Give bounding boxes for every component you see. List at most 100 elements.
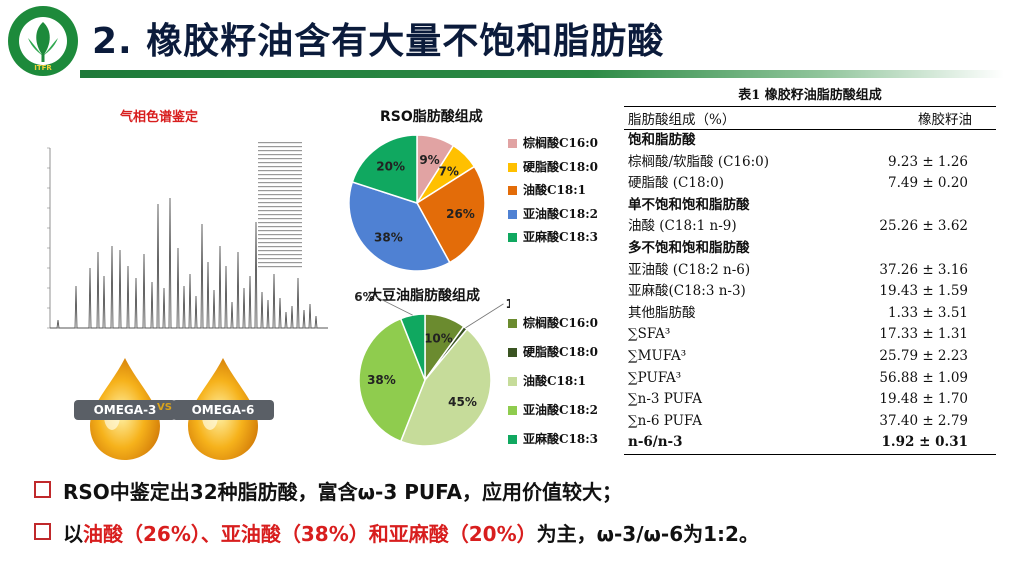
- table-row: ∑PUFA³ 56.88 ± 1.09: [624, 368, 996, 390]
- table-cell-label: ∑MUFA³: [628, 347, 687, 364]
- table-cell-label: 亚麻酸(C18:3 n-3): [628, 283, 746, 300]
- legend-swatch: [508, 435, 517, 444]
- legend-label: 亚麻酸C18:3: [523, 230, 599, 244]
- table-row: 油酸 (C18:1 n-9) 25.26 ± 3.62: [624, 216, 996, 238]
- pie-slice-label: 6%: [354, 290, 374, 304]
- conclusion-text-2c: 为主，ω-3/ω-6为1:2。: [536, 522, 759, 546]
- omega-6-label: OMEGA-6: [192, 403, 255, 417]
- legend-swatch: [508, 406, 517, 415]
- table-cell-label: ∑PUFA³: [628, 369, 682, 386]
- legend-label: 亚油酸C18:2: [523, 206, 599, 221]
- gc-chromatogram: [47, 142, 328, 329]
- conclusion-text-1: RSO中鉴定出32种脂肪酸，富含ω-3 PUFA，应用价值较大；: [63, 480, 622, 504]
- legend-swatch: [508, 139, 517, 148]
- table-cell-value: 17.33 ± 1.31: [879, 326, 968, 343]
- legend-item: 硬脂酸C18:0: [508, 158, 598, 175]
- table-cell-value: 1.33 ± 3.51: [887, 304, 968, 321]
- table-caption: 表1 橡胶籽油脂肪酸组成: [738, 88, 882, 103]
- legend-label: 棕榈酸C16:0: [523, 316, 599, 330]
- omega-6-drop-icon: OMEGA-6: [172, 358, 274, 460]
- conclusion-text-2a: 以: [63, 522, 83, 546]
- table-row: 亚麻酸(C18:3 n-3) 19.43 ± 1.59: [624, 281, 996, 303]
- table-cell-label: 其他脂肪酸: [628, 304, 696, 321]
- page-title: 2. 橡胶籽油含有大量不饱和脂肪酸: [92, 21, 665, 62]
- legend-swatch: [508, 186, 517, 195]
- legend-item: 棕榈酸C16:0: [508, 314, 598, 331]
- rso-pie-title: RSO脂肪酸组成: [380, 109, 483, 125]
- institute-logo: ITFR: [8, 6, 78, 76]
- table-cell-label: 棕榈酸/软脂酸 (C16:0): [628, 153, 770, 170]
- pie-slice: [399, 313, 426, 381]
- table-row: 硬脂酸 (C18:0) 7.49 ± 0.20: [624, 173, 996, 195]
- title-underline: [80, 70, 1004, 78]
- pie-slice-label: 7%: [439, 164, 459, 178]
- legend-item: 棕榈酸C16:0: [508, 134, 598, 151]
- table-cell-value: 19.48 ± 1.70: [879, 391, 968, 408]
- legend-swatch: [508, 233, 517, 242]
- svg-text:ITFR: ITFR: [34, 64, 52, 72]
- legend-swatch: [508, 319, 517, 328]
- soy-pie-chart: 10% 1% 45% 38% 6%: [354, 290, 510, 447]
- table-cell-label: 亚油酸 (C18:2 n-6): [628, 261, 751, 278]
- legend-item: 油酸C18:1: [508, 181, 586, 198]
- legend-label: 亚麻酸C18:3: [523, 432, 599, 446]
- conclusion-item-2: 以油酸（26%）、亚油酸（38%）和亚麻酸（20%）为主，ω-3/ω-6为1:2…: [34, 518, 759, 547]
- fatty-acid-table: 表1 橡胶籽油脂肪酸组成 脂肪酸组成（%） 橡胶籽油 饱和脂肪酸棕榈酸/软脂酸 …: [624, 86, 996, 455]
- pie-slice: [348, 181, 451, 272]
- pie-slice-label: 38%: [374, 231, 403, 245]
- table-group-label: 饱和脂肪酸: [628, 132, 696, 148]
- soy-pie-title: 大豆油脂肪酸组成: [368, 288, 480, 304]
- legend-swatch: [508, 348, 517, 357]
- pie-leader-line: [376, 296, 413, 316]
- table-row: 单不饱和饱和脂肪酸: [624, 195, 996, 217]
- conclusion-item-1: RSO中鉴定出32种脂肪酸，富含ω-3 PUFA，应用价值较大；: [34, 476, 622, 505]
- pie-slice-label: 10%: [424, 332, 453, 346]
- table-header-value: 橡胶籽油: [829, 106, 996, 130]
- table-cell-value: 1.92 ± 0.31: [829, 432, 996, 455]
- table-cell-label: ∑n-6 PUFA: [628, 412, 702, 429]
- bullet-box-icon: [34, 523, 51, 540]
- table-cell-value: [830, 195, 996, 217]
- bullet-box-icon: [34, 481, 51, 498]
- table-cell-label: 硬脂酸 (C18:0): [628, 175, 724, 192]
- table-row: 亚油酸 (C18:2 n-6) 37.26 ± 3.16: [624, 260, 996, 282]
- table-cell-value: [830, 130, 996, 152]
- table-row: n-6/n-3 1.92 ± 0.31: [624, 432, 996, 455]
- table-cell-value: 19.43 ± 1.59: [879, 283, 968, 300]
- pie-slice: [351, 134, 418, 205]
- legend-item: 亚麻酸C18:3: [508, 430, 598, 447]
- rso-pie-chart: 9%7% 26% 38% 20%: [348, 134, 486, 272]
- legend-swatch: [508, 209, 517, 219]
- table-cell-value: 9.23 ± 1.26: [887, 153, 968, 170]
- table-group-label: 单不饱和饱和脂肪酸: [628, 196, 750, 213]
- table-header-component: 脂肪酸组成（%）: [624, 106, 830, 130]
- table-row: 多不饱和饱和脂肪酸: [624, 238, 996, 260]
- legend-swatch: [508, 162, 517, 172]
- legend-label: 油酸C18:1: [523, 374, 587, 388]
- legend-label: 油酸C18:1: [523, 183, 587, 197]
- table-cell-label: 油酸 (C18:1 n-9): [628, 218, 737, 235]
- legend-item: 硬脂酸C18:0: [508, 343, 598, 360]
- gc-title: 气相色谱鉴定: [120, 110, 199, 125]
- omega-3-drop-icon: OMEGA-3: [74, 358, 176, 460]
- table-cell-value: 56.88 ± 1.09: [879, 369, 968, 386]
- table-row: 饱和脂肪酸: [624, 130, 996, 152]
- legend-label: 棕榈酸C16:0: [523, 136, 599, 150]
- legend-item: 亚油酸C18:2: [508, 205, 598, 222]
- table-row: 其他脂肪酸 1.33 ± 3.51: [624, 303, 996, 325]
- pie-slice: [416, 165, 486, 264]
- table-cell-label: ∑SFA³: [628, 326, 671, 343]
- table-cell-value: [830, 238, 996, 260]
- table-row: ∑n-6 PUFA 37.40 ± 2.79: [624, 411, 996, 433]
- rso-pie-legend: 棕榈酸C16:0 硬脂酸C18:0 油酸C18:1 亚油酸C18:2 亚麻酸C18:3: [508, 134, 620, 254]
- pie-slice: [399, 328, 492, 447]
- soy-pie-legend: 棕榈酸C16:0 硬脂酸C18:0 油酸C18:1 亚油酸C18:2 亚麻酸C18:3: [508, 314, 620, 447]
- pie-leader-line: [465, 303, 504, 329]
- vs-label: VS: [157, 402, 172, 413]
- table-cell-label: ∑n-3 PUFA: [628, 391, 702, 408]
- omega-3-label: OMEGA-3: [94, 403, 157, 417]
- legend-item: 亚油酸C18:2: [508, 401, 598, 418]
- table-cell-value: 25.79 ± 2.23: [879, 347, 968, 364]
- legend-item: 油酸C18:1: [508, 372, 586, 389]
- legend-label: 硬脂酸C18:0: [523, 345, 599, 359]
